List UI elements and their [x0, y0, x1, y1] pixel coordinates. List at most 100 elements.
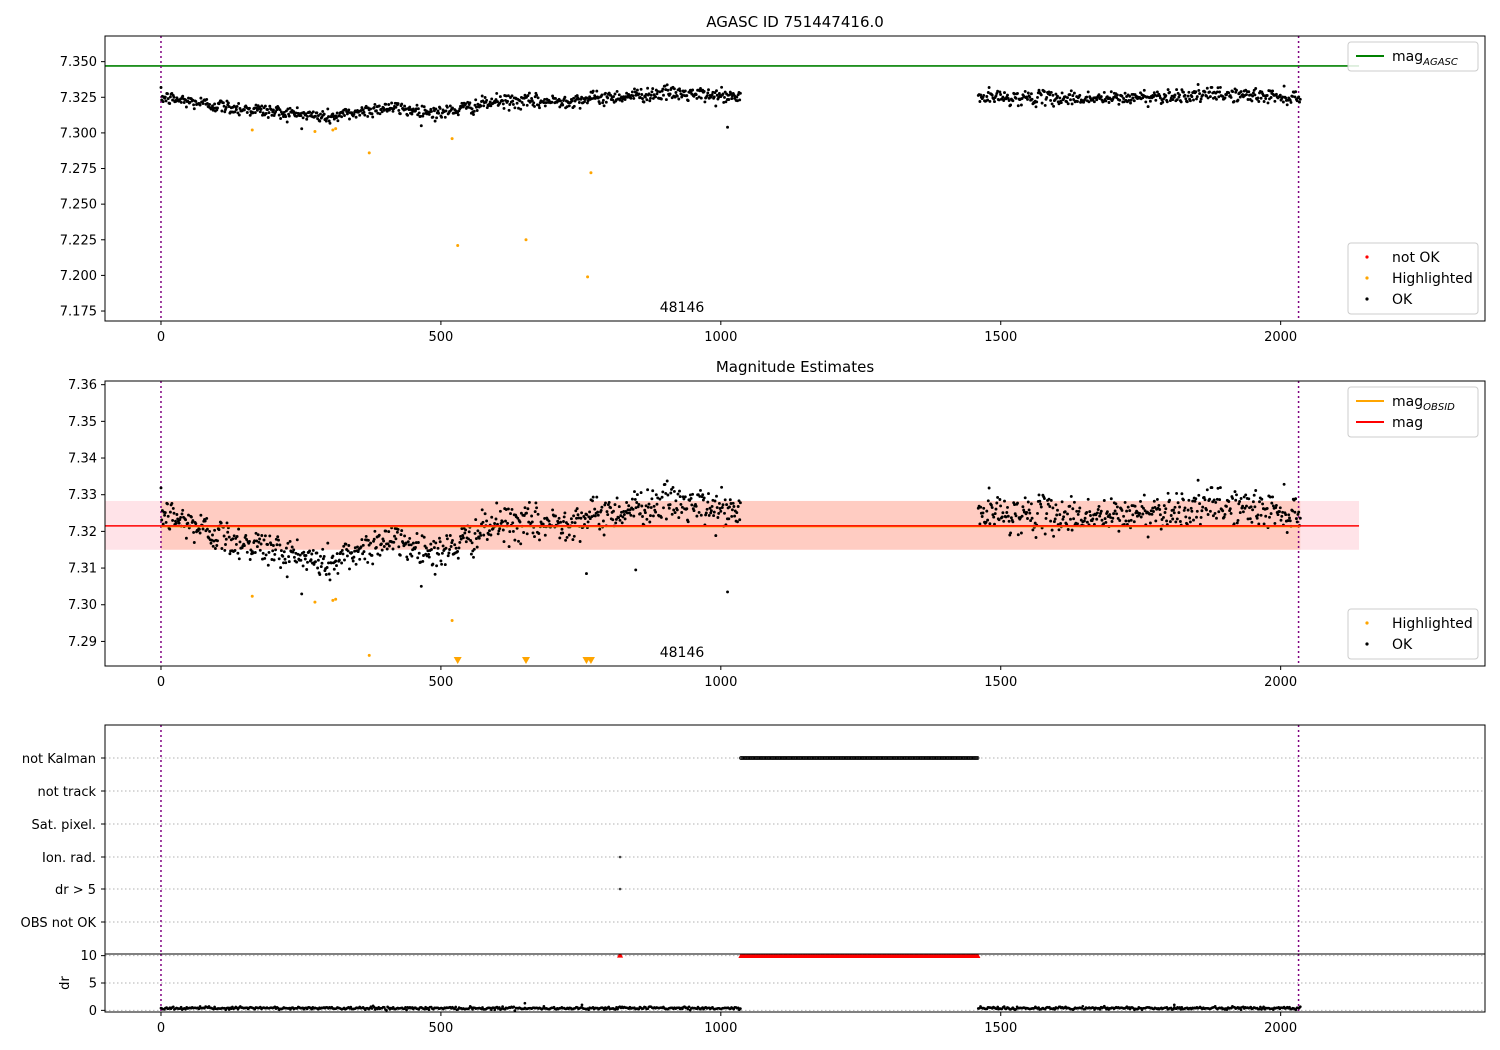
data-point-ok — [299, 114, 303, 118]
data-point-ok — [371, 562, 375, 566]
data-point-ok — [633, 87, 636, 91]
data-point-ok — [1026, 97, 1029, 101]
data-point-ok — [1232, 522, 1236, 526]
data-point-ok — [1195, 515, 1198, 519]
data-point-ok — [1183, 93, 1187, 97]
flag-marker — [922, 756, 927, 760]
data-point-ok — [489, 533, 493, 537]
data-point-ok — [1066, 102, 1070, 106]
data-point-ok — [1182, 498, 1185, 502]
flag-marker — [889, 756, 894, 760]
data-point-ok — [543, 97, 547, 101]
data-point-ok — [707, 513, 711, 517]
data-point-ok — [1268, 515, 1271, 519]
data-point-ok — [640, 93, 644, 96]
data-point-ok — [178, 518, 182, 522]
data-point-ok — [1128, 94, 1132, 98]
flag-marker — [778, 756, 783, 760]
flag-marker — [774, 756, 779, 760]
data-point-ok — [279, 566, 283, 570]
data-point-ok — [725, 503, 729, 507]
data-point-ok — [1233, 490, 1237, 494]
data-point-ok — [161, 522, 165, 526]
data-point-ok — [1186, 508, 1190, 512]
data-point-ok — [1102, 522, 1106, 526]
data-point-ok — [1222, 515, 1226, 519]
data-point-ok — [680, 93, 684, 97]
data-point-highlighted — [367, 151, 371, 155]
data-point-ok — [574, 509, 578, 513]
data-point-ok — [444, 109, 448, 113]
data-point-ok — [335, 111, 339, 115]
data-point-ok — [635, 501, 639, 504]
data-point-ok — [287, 560, 291, 564]
data-point-ok — [308, 549, 312, 553]
data-point-ok — [199, 96, 203, 100]
data-point-ok — [1054, 92, 1058, 96]
data-point-ok — [1256, 96, 1260, 100]
data-point-ok — [235, 535, 239, 538]
legend-label: OK — [1392, 637, 1413, 653]
data-point-ok — [370, 112, 374, 116]
data-point-ok — [554, 514, 557, 518]
data-point-ok — [1117, 102, 1121, 106]
data-point-ok — [633, 497, 637, 501]
data-point-ok — [1062, 515, 1066, 519]
data-point-ok — [255, 106, 259, 110]
data-point-ok — [1205, 488, 1209, 492]
data-point-dr — [492, 1006, 496, 1010]
data-point-ok — [205, 97, 209, 101]
data-point-ok — [292, 555, 296, 559]
flag-marker — [925, 756, 929, 760]
data-point-ok — [1045, 512, 1049, 516]
data-point-ok — [1294, 90, 1298, 94]
data-point-ok — [654, 95, 658, 99]
data-point-ok — [1020, 97, 1024, 100]
data-point-ok — [174, 521, 178, 525]
data-point-ok — [536, 512, 540, 516]
data-point-ok — [1266, 101, 1270, 105]
data-point-ok — [416, 541, 420, 544]
data-point-ok — [242, 108, 246, 112]
data-point-ok — [1027, 508, 1031, 512]
flag-marker — [962, 756, 966, 760]
flag-marker — [969, 756, 974, 760]
flag-marker — [816, 756, 821, 760]
data-point-ok — [526, 94, 530, 98]
data-point-ok — [639, 491, 643, 495]
data-point-ok — [485, 519, 489, 523]
data-point-ok — [558, 536, 562, 540]
data-point-ok — [502, 106, 506, 110]
data-point-ok — [1105, 510, 1109, 514]
data-point-ok — [651, 514, 655, 518]
data-point-ok — [372, 537, 376, 541]
data-point-ok — [1082, 519, 1086, 523]
data-point-ok — [1112, 512, 1116, 516]
data-point-ok — [998, 90, 1002, 94]
data-point-ok — [1196, 478, 1200, 482]
data-point-ok — [535, 93, 539, 97]
data-point-ok — [985, 95, 989, 98]
data-point-ok — [541, 522, 545, 526]
data-point-ok — [497, 529, 501, 533]
data-point-ok — [618, 518, 622, 522]
data-point-ok — [1195, 509, 1199, 513]
data-point-ok — [1026, 517, 1029, 520]
data-point-ok — [1023, 89, 1027, 93]
data-point-ok — [433, 119, 437, 123]
data-point-ok — [414, 546, 417, 549]
data-point-ok — [460, 527, 464, 531]
data-point-ok — [604, 501, 607, 505]
data-point-ok — [348, 117, 351, 121]
flag-marker — [830, 756, 834, 760]
data-point-ok — [498, 95, 502, 99]
data-point-ok — [166, 502, 169, 506]
data-point-ok — [583, 100, 586, 104]
data-point-ok — [689, 496, 693, 500]
data-point-ok — [254, 531, 258, 535]
data-point-ok — [615, 89, 619, 93]
data-point-ok — [638, 96, 642, 99]
data-point-ok — [530, 99, 534, 103]
data-point-ok — [642, 100, 646, 104]
data-point-ok — [237, 102, 241, 105]
